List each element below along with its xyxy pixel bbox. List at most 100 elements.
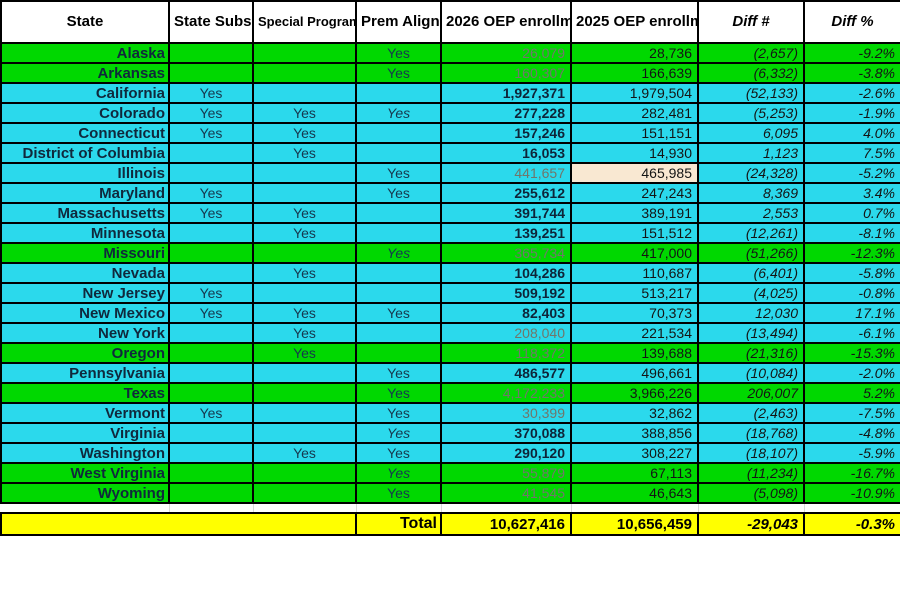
- cell-subs: [168, 242, 254, 264]
- row-washington: Washington Yes Yes 290,120 308,227 (18,107) -5…: [0, 442, 900, 464]
- row-alaska: Alaska Yes 26,079 28,736 (2,657) -9.2%: [0, 42, 900, 64]
- cell-subs: [168, 342, 254, 364]
- cell-special: Yes: [252, 122, 357, 144]
- cell-e2026: 4,172,233: [440, 382, 572, 404]
- cell-diff_num: (2,463): [697, 402, 805, 424]
- row-oregon: Oregon Yes 118,372 139,688 (21,316) -15.3%: [0, 342, 900, 364]
- row-massachusetts: Massachusetts Yes Yes 391,744 389,191 2,553 0.…: [0, 202, 900, 224]
- cell-diff_num: (21,316): [697, 342, 805, 364]
- cell-e2025: 308,227: [570, 442, 699, 464]
- cell-state: New York: [0, 322, 170, 344]
- cell-state: California: [0, 82, 170, 104]
- cell-prem: [355, 322, 442, 344]
- cell-e2026: 26,079: [440, 42, 572, 64]
- cell-diff_pct: -1.9%: [803, 102, 900, 124]
- cell-e2025: 46,643: [570, 482, 699, 504]
- cell-e2026: 277,228: [440, 102, 572, 124]
- cell-state: District of Columbia: [0, 142, 170, 164]
- cell-state: Connecticut: [0, 122, 170, 144]
- cell-e2026: 365,734: [440, 242, 572, 264]
- cell-e2025: 3,966,226: [570, 382, 699, 404]
- cell-special: Yes: [252, 342, 357, 364]
- cell-prem: Yes: [355, 442, 442, 464]
- cell-e2025: 67,113: [570, 462, 699, 484]
- cell-state: Nevada: [0, 262, 170, 284]
- total-merged-blank: [0, 512, 357, 536]
- cell-subs: [168, 362, 254, 384]
- cell-e2025: 14,930: [570, 142, 699, 164]
- row-virginia: Virginia Yes 370,088 388,856 (18,768) -4.8%: [0, 422, 900, 444]
- cell-diff_pct: -2.0%: [803, 362, 900, 384]
- row-west-virginia: West Virginia Yes 55,879 67,113 (11,234) -16.…: [0, 462, 900, 484]
- cell-e2025: 28,736: [570, 42, 699, 64]
- cell-e2026: 160,307: [440, 62, 572, 84]
- cell-e2025: 513,217: [570, 282, 699, 304]
- row-nevada: Nevada Yes 104,286 110,687 (6,401) -5.8%: [0, 262, 900, 284]
- cell-e2025: 32,862: [570, 402, 699, 424]
- cell-diff_pct: 3.4%: [803, 182, 900, 204]
- cell-subs: [168, 382, 254, 404]
- cell-diff_num: 2,553: [697, 202, 805, 224]
- row-wyoming: Wyoming Yes 41,545 46,643 (5,098) -10.9%: [0, 482, 900, 504]
- cell-subs: [168, 482, 254, 504]
- spacer-cell: [571, 503, 699, 513]
- cell-state: West Virginia: [0, 462, 170, 484]
- cell-special: Yes: [252, 202, 357, 224]
- cell-diff_pct: -12.3%: [803, 242, 900, 264]
- cell-state: Pennsylvania: [0, 362, 170, 384]
- cell-diff_pct: 7.5%: [803, 142, 900, 164]
- column-header-diff_pct: Diff %: [803, 0, 900, 44]
- cell-subs: [168, 322, 254, 344]
- enrollment-table: State State Subs Special Program Prem Align…: [0, 0, 900, 536]
- table-header: State State Subs Special Program Prem Align…: [0, 0, 900, 44]
- cell-e2025: 70,373: [570, 302, 699, 324]
- cell-diff_pct: -9.2%: [803, 42, 900, 64]
- cell-subs: Yes: [168, 82, 254, 104]
- cell-diff_num: 206,007: [697, 382, 805, 404]
- total-row: Total 10,627,416 10,656,459 -29,043 -0.3%: [0, 512, 900, 536]
- cell-e2025: 247,243: [570, 182, 699, 204]
- cell-prem: Yes: [355, 302, 442, 324]
- cell-prem: Yes: [355, 242, 442, 264]
- cell-state: New Jersey: [0, 282, 170, 304]
- spacer-cell: [441, 503, 572, 513]
- cell-subs: [168, 222, 254, 244]
- cell-state: Colorado: [0, 102, 170, 124]
- cell-special: [252, 402, 357, 424]
- cell-state: Washington: [0, 442, 170, 464]
- cell-subs: [168, 462, 254, 484]
- cell-state: Alaska: [0, 42, 170, 64]
- cell-e2026: 118,372: [440, 342, 572, 364]
- cell-diff_pct: -0.8%: [803, 282, 900, 304]
- cell-prem: Yes: [355, 382, 442, 404]
- cell-prem: [355, 342, 442, 364]
- row-vermont: Vermont Yes Yes 30,399 32,862 (2,463) -7.5%: [0, 402, 900, 424]
- column-header-diff_num: Diff #: [697, 0, 805, 44]
- cell-special: Yes: [252, 102, 357, 124]
- column-header-special: Special Program: [252, 0, 357, 44]
- cell-prem: Yes: [355, 462, 442, 484]
- cell-state: Maryland: [0, 182, 170, 204]
- cell-prem: Yes: [355, 162, 442, 184]
- cell-diff_num: (12,261): [697, 222, 805, 244]
- cell-subs: Yes: [168, 122, 254, 144]
- cell-e2026: 41,545: [440, 482, 572, 504]
- cell-subs: [168, 142, 254, 164]
- cell-special: [252, 362, 357, 384]
- cell-subs: [168, 262, 254, 284]
- cell-diff_num: 1,123: [697, 142, 805, 164]
- row-district-of-columbia: District of Columbia Yes 16,053 14,930 1,123…: [0, 142, 900, 164]
- cell-diff_num: (18,768): [697, 422, 805, 444]
- cell-diff_num: (4,025): [697, 282, 805, 304]
- cell-state: Arkansas: [0, 62, 170, 84]
- cell-e2026: 104,286: [440, 262, 572, 284]
- cell-special: [252, 62, 357, 84]
- cell-diff_pct: -4.8%: [803, 422, 900, 444]
- row-pennsylvania: Pennsylvania Yes 486,577 496,661 (10,084) -2.…: [0, 362, 900, 384]
- column-header-subs: State Subs: [168, 0, 254, 44]
- cell-subs: [168, 422, 254, 444]
- cell-prem: [355, 262, 442, 284]
- cell-diff_num: (51,266): [697, 242, 805, 264]
- row-maryland: Maryland Yes Yes 255,612 247,243 8,369 3.4%: [0, 182, 900, 204]
- cell-subs: Yes: [168, 202, 254, 224]
